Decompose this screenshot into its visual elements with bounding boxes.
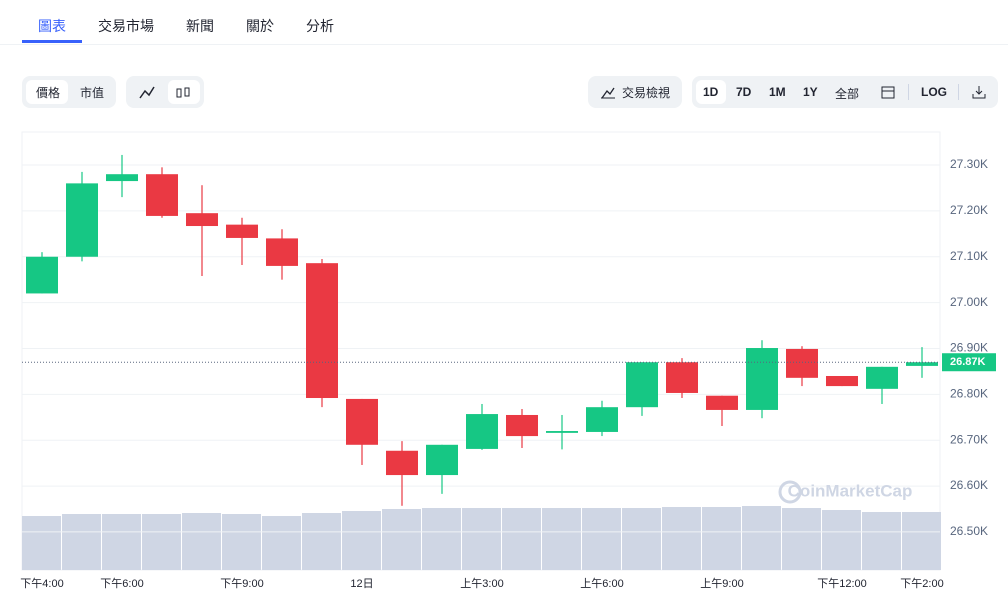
- volume-bar: [302, 513, 341, 570]
- trading-view-btn[interactable]: 交易檢視: [588, 76, 682, 108]
- watermark: CoinMarketCap: [788, 481, 913, 500]
- y-tick-label: 27.20K: [950, 203, 988, 217]
- candle-body: [866, 366, 898, 389]
- range-active: [696, 80, 726, 104]
- volume-bar: [742, 506, 781, 570]
- x-tick-label: 下午12:00: [817, 577, 867, 590]
- watermark-logo: [778, 480, 802, 504]
- chart-style-group: [126, 76, 204, 108]
- x-tick-label: 下午6:00: [100, 577, 143, 590]
- last-price-tag: [942, 353, 996, 372]
- volume-bar: [862, 512, 901, 570]
- candle-body: [66, 183, 98, 257]
- tab[interactable]: 分析: [306, 18, 334, 34]
- tab[interactable]: 關於: [246, 18, 274, 34]
- candle-body: [706, 395, 738, 410]
- volume-bar: [822, 510, 861, 570]
- volume-bar: [462, 508, 501, 570]
- candle-body: [826, 375, 858, 387]
- calendar-icon[interactable]: [881, 85, 895, 99]
- range-btn[interactable]: 1D: [703, 85, 719, 99]
- y-tick-label: 27.00K: [950, 295, 988, 309]
- volume-bar: [502, 508, 541, 570]
- volume-bar: [422, 508, 461, 570]
- candle-body: [306, 263, 338, 399]
- tab[interactable]: 新聞: [186, 18, 214, 34]
- candle-body: [226, 224, 258, 238]
- toggle-group: 價格 市值: [22, 76, 116, 108]
- candle-body: [426, 444, 458, 476]
- x-tick-label: 上午3:00: [460, 577, 503, 590]
- tab-bar: 圖表 交易市場 新聞 關於 分析: [0, 0, 1008, 45]
- volume-bar: [142, 514, 181, 570]
- candle-body: [546, 431, 578, 433]
- candle-body: [26, 256, 58, 294]
- range-btn[interactable]: 1M: [769, 85, 786, 99]
- candle-body: [506, 414, 538, 437]
- volume-bar: [102, 514, 141, 570]
- y-tick-label: 27.30K: [950, 157, 988, 171]
- style-icons[interactable]: [126, 76, 204, 108]
- candle-body: [386, 450, 418, 476]
- volume-bar: [382, 509, 421, 570]
- x-tick-label: 下午4:00: [20, 577, 63, 590]
- range-btn[interactable]: 1Y: [803, 85, 818, 99]
- volume-bar: [622, 508, 661, 570]
- tab[interactable]: 交易市場: [98, 18, 154, 34]
- volume-bar: [342, 511, 381, 570]
- tab[interactable]: 圖表: [38, 18, 66, 34]
- volume-bar: [222, 514, 261, 570]
- candle-body: [626, 362, 658, 408]
- y-tick-label: 26.60K: [950, 478, 988, 492]
- volume-bar: [582, 508, 621, 570]
- icon: [601, 87, 615, 99]
- candle-body: [906, 362, 938, 366]
- x-tick-label: 上午9:00: [700, 577, 743, 590]
- last-price-label: 26.87K: [950, 356, 986, 368]
- volume-bar: [782, 508, 821, 570]
- volume-bar: [702, 507, 741, 570]
- x-tick-label: 下午9:00: [220, 577, 263, 590]
- y-tick-label: 26.50K: [950, 524, 988, 538]
- candle-body: [146, 174, 178, 216]
- volume-bar: [662, 507, 701, 570]
- candle-body: [586, 407, 618, 432]
- range-btn[interactable]: 全部: [835, 87, 860, 101]
- download-icon[interactable]: [972, 85, 986, 99]
- candle-body: [746, 348, 778, 410]
- log-btn[interactable]: LOG: [921, 85, 947, 99]
- volume-bar: [182, 513, 221, 570]
- y-tick-label: 26.80K: [950, 387, 988, 401]
- candle-body: [266, 238, 298, 266]
- label: 交易檢視: [622, 86, 671, 100]
- candle-body: [666, 362, 698, 393]
- volume-bar: [62, 514, 101, 570]
- divider: [958, 84, 959, 100]
- x-tick-label: 下午2:00: [900, 577, 943, 590]
- marketcap-toggle[interactable]: 市值: [80, 86, 105, 100]
- candle-body: [786, 348, 818, 378]
- x-tick-label: 上午6:00: [580, 577, 623, 590]
- volume-bar: [262, 516, 301, 570]
- y-tick-label: 26.90K: [950, 341, 988, 355]
- plot-frame: [21, 131, 941, 571]
- volume-bar: [542, 508, 581, 570]
- range-group: 1D 7D 1M 1Y 全部 LOG: [692, 76, 998, 108]
- range-btn[interactable]: 7D: [736, 85, 752, 99]
- y-tick-label: 27.10K: [950, 249, 988, 263]
- price-toggle[interactable]: 價格: [36, 86, 61, 100]
- x-tick-label: 12日: [350, 578, 373, 590]
- toggle-active: [26, 80, 68, 104]
- volume-bar: [22, 516, 61, 570]
- candle-body: [346, 398, 378, 445]
- divider: [908, 84, 909, 100]
- candle-body: [186, 213, 218, 227]
- volume-bar: [902, 512, 941, 570]
- candle-body: [466, 414, 498, 449]
- tab-underline: [22, 40, 82, 43]
- candle-body: [106, 174, 138, 182]
- y-tick-label: 26.70K: [950, 432, 988, 446]
